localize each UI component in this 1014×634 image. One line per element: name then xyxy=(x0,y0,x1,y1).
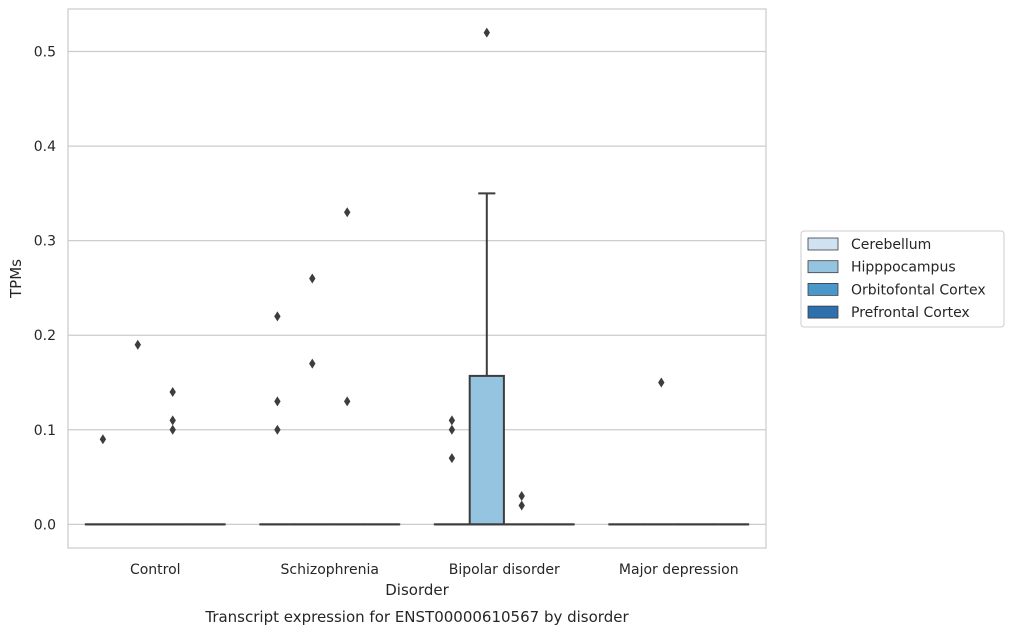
outlier-point xyxy=(169,415,176,426)
y-tick-label: 0.0 xyxy=(34,517,56,533)
outlier-point xyxy=(134,339,141,350)
outlier-point xyxy=(274,311,281,322)
outlier-point xyxy=(658,377,665,388)
y-tick-label: 0.1 xyxy=(34,423,56,439)
legend-swatch xyxy=(807,237,839,251)
legend-frame xyxy=(800,230,1005,328)
y-tick-label: 0.2 xyxy=(34,328,56,344)
y-tick-label: 0.5 xyxy=(34,45,56,61)
outlier-point xyxy=(274,424,281,435)
outlier-point xyxy=(274,396,281,407)
legend-label: Cerebellum xyxy=(851,237,931,253)
chart-title: Transcript expression for ENST0000061056… xyxy=(204,608,629,626)
outlier-point xyxy=(99,434,107,445)
legend-item: Cerebellum xyxy=(807,237,931,253)
box-series xyxy=(84,27,750,526)
outlier-point xyxy=(344,207,351,218)
box-0-1 xyxy=(259,311,296,526)
legend-label: Prefrontal Cortex xyxy=(851,305,970,321)
x-tick-labels: Control Schizophrenia Bipolar disorder Majo… xyxy=(130,562,739,578)
outlier-point xyxy=(448,424,456,435)
outlier-point xyxy=(169,424,176,435)
y-tick-labels: 0.0 0.1 0.2 0.3 0.4 0.5 xyxy=(34,45,56,534)
x-tick-label: Control xyxy=(130,562,181,578)
outlier-point xyxy=(309,358,316,369)
box-2-1 xyxy=(329,207,366,526)
legend-swatch xyxy=(807,305,839,319)
box-1-2 xyxy=(468,27,505,526)
x-axis-label: Disorder xyxy=(385,581,449,599)
legend-swatch xyxy=(807,282,839,296)
legend-item: Prefrontal Cortex xyxy=(807,305,970,321)
outlier-point xyxy=(448,453,456,464)
x-tick-label: Bipolar disorder xyxy=(449,562,560,578)
legend-label: Hipppocampus xyxy=(851,260,956,276)
plot-area xyxy=(68,9,766,548)
outlier-point xyxy=(169,386,176,397)
y-tick-label: 0.4 xyxy=(34,139,56,155)
outlier-point xyxy=(344,396,351,407)
legend-swatch xyxy=(807,260,839,274)
legend-item: Orbitofontal Cortex xyxy=(807,282,986,298)
legend-item: Hipppocampus xyxy=(807,260,956,276)
outlier-point xyxy=(309,273,316,284)
outlier-point xyxy=(448,415,456,426)
outlier-point xyxy=(518,490,525,501)
box-body xyxy=(468,374,505,526)
legend-label: Orbitofontal Cortex xyxy=(851,282,986,298)
outlier-point xyxy=(518,500,525,511)
box-2-0 xyxy=(154,386,191,526)
x-tick-label: Major depression xyxy=(619,562,739,578)
outlier-point xyxy=(483,27,490,38)
y-tick-label: 0.3 xyxy=(34,234,56,250)
plot-frame xyxy=(67,8,767,549)
x-tick-label: Schizophrenia xyxy=(281,562,379,578)
legend: Cerebellum Hipppocampus Orbitofontal Corte… xyxy=(800,230,1005,328)
y-axis-label: TPMs xyxy=(7,259,25,299)
